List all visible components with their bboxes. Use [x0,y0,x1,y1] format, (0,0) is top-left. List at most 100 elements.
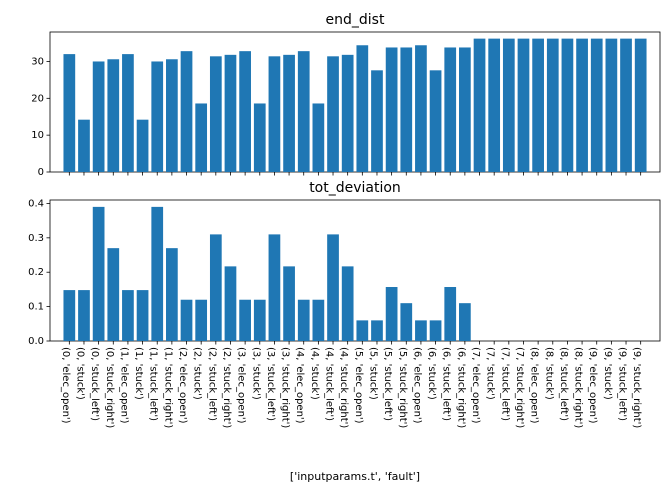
x-tick-label: (0, 'elec_open') [60,347,71,424]
bar [429,320,442,341]
x-tick-label: (0, 'stuck_right') [104,347,115,428]
bar [107,248,120,341]
subplot-end-dist: end_dist 0 10 20 30 [31,12,661,178]
bar [78,290,90,341]
bar [488,38,501,172]
bar [166,59,178,173]
x-tick-label: (0, 'stuck_left') [89,347,100,421]
x-tick-label: (2, 'stuck_right') [221,347,232,428]
x-tick-label: (5, 'stuck_right') [397,347,408,428]
bar [92,61,105,172]
bar [415,320,427,341]
bar [312,299,325,341]
bar [209,234,222,341]
x-tick-label: (9, 'elec_open') [587,347,598,424]
x-tick-label: (5, 'stuck_left') [382,347,393,421]
x-tick-label: (7, 'stuck') [485,347,496,400]
bar [180,299,193,341]
x-tick-label: (5, 'stuck') [367,347,378,400]
bar [620,38,632,172]
x-tick-label: (3, 'stuck_left') [265,347,276,421]
x-tick-label: (7, 'stuck_left') [499,347,510,421]
bar [297,299,310,341]
bar [634,38,647,172]
x-tick-label: (1, 'elec_open') [118,347,129,424]
y-tick-label: 30 [31,56,44,67]
bar [92,206,105,341]
y-tick-label: 0 [38,167,44,178]
x-tick-label: (5, 'elec_open') [353,347,364,424]
x-tick-label: (2, 'stuck') [192,347,203,400]
x-tick-label: (6, 'elec_open') [411,347,422,424]
bar [63,54,76,172]
bar [400,303,413,341]
bar [166,248,178,341]
x-tick-label: (2, 'elec_open') [177,347,188,424]
x-tick-label: (9, 'stuck_right') [631,347,642,428]
bar [327,234,339,341]
y-tick-label: 0.4 [28,198,44,209]
bar [283,266,295,341]
x-tick-label: (6, 'stuck') [426,347,437,400]
x-tick-label: (7, 'stuck_right') [514,347,525,428]
bar [195,299,208,341]
bar [385,47,398,172]
bar [136,290,149,341]
plot-frame-end-dist [49,31,661,173]
bar [136,119,149,172]
bar [459,47,471,172]
subplot-title-end-dist: end_dist [326,12,385,28]
x-tick-label: (1, 'stuck') [133,347,144,400]
bar [151,61,164,172]
bar [312,103,325,172]
y-tick-label: 10 [31,130,44,141]
bar [78,119,90,172]
x-axis-label: ['inputparams.t', 'fault'] [290,470,420,483]
x-tick-label: (4, 'stuck_left') [324,347,335,421]
bar [502,38,515,172]
bar [341,266,354,341]
y-tick-label: 0.2 [28,267,44,278]
bar [459,303,471,341]
bar [253,299,266,341]
plot-frame-tot-deviation [49,199,661,342]
x-tick-label: (8, 'elec_open') [529,347,540,424]
bar [429,70,442,172]
bar [297,51,310,172]
x-tick-label: (1, 'stuck_right') [162,347,173,428]
x-tick-label: (8, 'stuck') [543,347,554,400]
bar [590,38,603,172]
x-tick-label: (1, 'stuck_left') [148,347,159,421]
bar [517,38,530,172]
x-tick-label: (6, 'stuck_left') [441,347,452,421]
bar [122,54,134,172]
x-tick-label: (2, 'stuck_left') [206,347,217,421]
bar [253,103,266,172]
bar [209,56,222,172]
bar [385,287,398,341]
bar [415,45,427,173]
bar [356,320,369,341]
x-tick-label: (4, 'stuck') [309,347,320,400]
bar [239,299,251,341]
bar [371,70,383,172]
bar [180,51,193,172]
subplot-title-tot-deviation: tot_deviation [309,180,401,196]
bar [224,266,237,341]
y-tick-label: 0.0 [28,336,44,347]
x-tick-label: (7, 'elec_open') [470,347,481,424]
bars-tot-deviation: (0, 'elec_open') (0, 'stuck') (0, 'stuck_l… [28,198,642,428]
x-tick-label: (8, 'stuck_right') [573,347,584,428]
x-tick-label: (3, 'stuck') [250,347,261,400]
bar [371,320,383,341]
x-tick-label: (6, 'stuck_right') [455,347,466,428]
bar [444,287,457,341]
x-tick-label: (4, 'elec_open') [294,347,305,424]
bar [268,56,281,172]
bar [63,290,76,341]
bar [356,45,369,173]
bar [224,54,237,173]
bar [605,38,618,172]
x-tick-label: (9, 'stuck') [602,347,613,400]
